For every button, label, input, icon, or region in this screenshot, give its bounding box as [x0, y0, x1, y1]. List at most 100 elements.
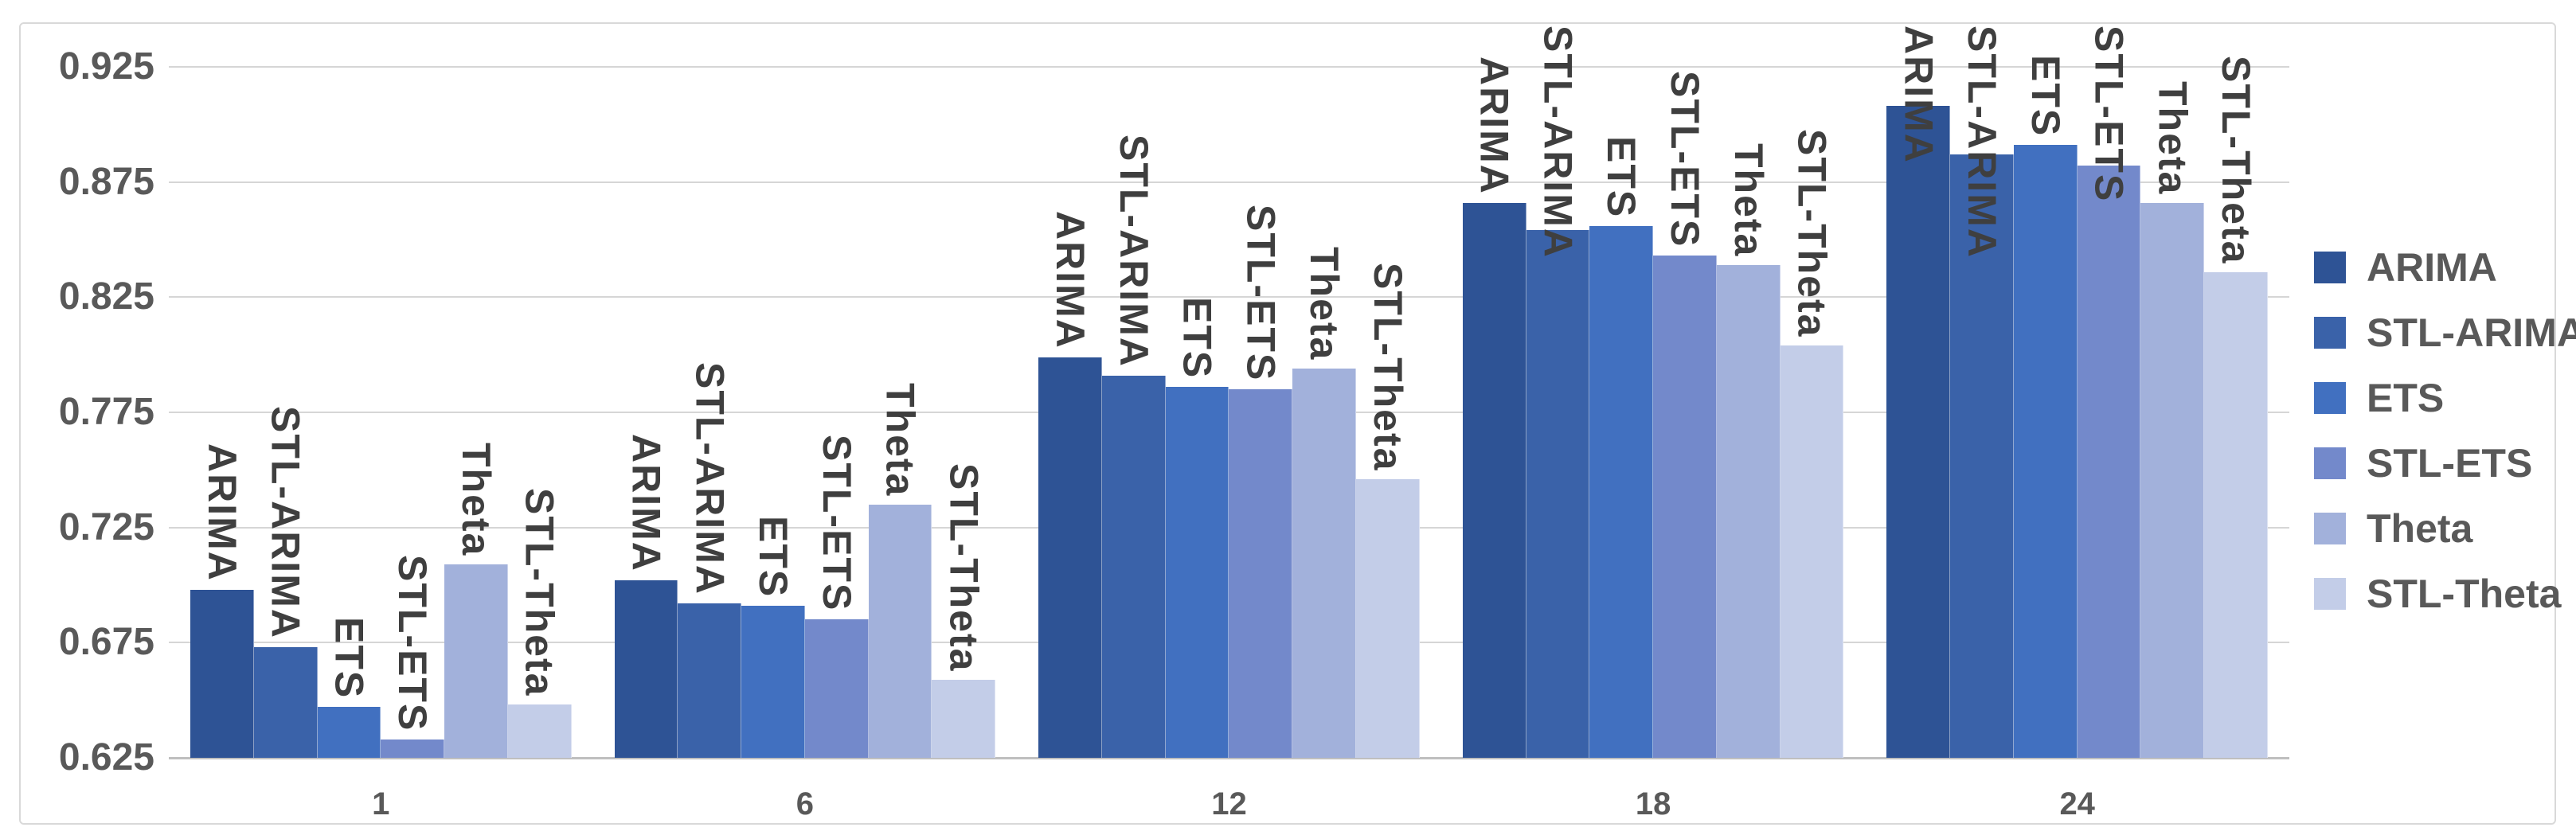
bar-label-stl-ets-h12: STL-ETS [1238, 205, 1284, 382]
bar-stl-theta-h18 [1780, 345, 1844, 758]
bar-stl-theta-h6 [932, 679, 996, 758]
bar-label-theta-h6: Theta [878, 382, 923, 498]
bar-label-stl-theta-h1: STL-Theta [517, 488, 562, 697]
bar-theta-h6 [868, 504, 932, 758]
bar-label-arima-h12: ARIMA [1048, 210, 1093, 349]
bar-stl-arima-h18 [1526, 230, 1590, 758]
bar-arima-h1 [190, 589, 254, 758]
bar-label-arima-h18: ARIMA [1472, 56, 1517, 195]
chart-frame: ARIMA STL-ARIMA ETS STL-ETS Theta STL-Theta AR… [19, 22, 2576, 825]
bar-stl-ets-h12 [1229, 389, 1293, 758]
legend-label-theta: Theta [2367, 506, 2473, 551]
bar-label-theta-h18: Theta [1726, 142, 1771, 258]
bar-label-ets-h6: ETS [751, 516, 796, 599]
bar-stl-arima-h6 [678, 603, 742, 758]
x-tick-label-6: 6 [795, 786, 815, 821]
bar-label-stl-arima-h1: STL-ARIMA [263, 406, 308, 640]
legend-swatch-arima [2314, 252, 2346, 283]
bar-arima-h6 [614, 580, 678, 758]
legend-item-theta: Theta [2314, 509, 2576, 548]
bar-label-theta-h24: Theta [2150, 80, 2195, 196]
bar-stl-ets-h18 [1653, 256, 1717, 758]
x-tick-label-18: 18 [1635, 786, 1671, 821]
x-tick-label-1: 1 [372, 786, 390, 821]
y-tick-label-0.775: 0.775 [58, 391, 154, 433]
bar-label-stl-arima-h6: STL-ARIMA [687, 362, 733, 596]
bar-label-theta-h1: Theta [453, 442, 498, 557]
x-axis-line [169, 757, 2289, 759]
legend-label-ets: ETS [2367, 376, 2445, 420]
bar-label-theta-h12: Theta [1302, 247, 1347, 361]
y-tick-label-0.925: 0.925 [58, 45, 154, 88]
bar-theta-h24 [2140, 202, 2205, 758]
bar-label-ets-h1: ETS [326, 617, 372, 700]
bar-ets-h12 [1165, 387, 1229, 758]
legend-item-stl-ets: STL-ETS [2314, 443, 2576, 483]
legend-swatch-ets [2314, 382, 2346, 414]
bar-label-arima-h1: ARIMA [199, 443, 244, 582]
bar-ets-h18 [1589, 225, 1654, 758]
bar-arima-h18 [1462, 202, 1526, 758]
y-tick-label-0.825: 0.825 [58, 275, 154, 318]
legend-swatch-theta [2314, 513, 2346, 544]
legend-label-stl-theta: STL-Theta [2367, 572, 2562, 616]
bar-label-arima-h24: ARIMA [1896, 25, 1941, 164]
bar-stl-theta-h24 [2204, 271, 2268, 758]
legend-item-arima: ARIMA [2314, 248, 2576, 287]
bar-theta-h12 [1292, 369, 1357, 758]
gridline-0.925 [169, 66, 2289, 68]
legend-swatch-stl-arima [2314, 317, 2346, 349]
y-tick-label-0.875: 0.875 [58, 160, 154, 203]
bar-stl-arima-h1 [253, 647, 318, 758]
bar-label-stl-arima-h24: STL-ARIMA [1960, 25, 2005, 259]
bar-label-stl-ets-h1: STL-ETS [390, 554, 436, 732]
bar-group-12 [1017, 67, 1441, 758]
bar-label-stl-theta-h6: STL-Theta [941, 462, 987, 673]
legend-label-stl-arima: STL-ARIMA [2367, 310, 2576, 355]
bar-group-24 [1865, 67, 2289, 758]
bar-stl-arima-h12 [1101, 375, 1166, 758]
bar-stl-ets-h1 [381, 739, 445, 758]
y-tick-label-0.725: 0.725 [58, 505, 154, 548]
bar-stl-arima-h24 [1950, 154, 2014, 758]
bar-arima-h12 [1038, 357, 1102, 758]
x-tick-label-24: 24 [2059, 786, 2095, 821]
bar-label-ets-h12: ETS [1175, 297, 1220, 380]
bar-label-ets-h24: ETS [2023, 55, 2068, 138]
bar-ets-h1 [317, 707, 381, 758]
bar-label-stl-arima-h12: STL-ARIMA [1111, 134, 1156, 368]
legend-item-stl-arima: STL-ARIMA [2314, 313, 2576, 353]
legend-item-stl-theta: STL-Theta [2314, 574, 2576, 614]
legend: ARIMA STL-ARIMA ETS STL-ETS Theta STL-Theta [2314, 248, 2576, 643]
plot-area: ARIMA STL-ARIMA ETS STL-ETS Theta STL-Theta AR… [169, 25, 2289, 759]
bar-label-stl-ets-h18: STL-ETS [1662, 71, 1707, 248]
legend-swatch-stl-theta [2314, 578, 2346, 610]
bar-label-stl-theta-h12: STL-Theta [1365, 262, 1410, 472]
y-tick-label-0.625: 0.625 [58, 736, 154, 779]
bar-ets-h6 [741, 606, 805, 758]
bar-stl-ets-h24 [2077, 166, 2141, 758]
bar-arima-h24 [1886, 106, 1951, 758]
legend-label-arima: ARIMA [2367, 245, 2497, 290]
legend-item-ets: ETS [2314, 378, 2576, 418]
bar-group-6 [593, 67, 1018, 758]
legend-swatch-stl-ets [2314, 447, 2346, 479]
bar-ets-h24 [2013, 145, 2078, 758]
x-tick-label-12: 12 [1211, 786, 1247, 821]
gridline-0.825 [169, 296, 2289, 299]
bar-label-stl-theta-h24: STL-Theta [2214, 55, 2259, 264]
bar-label-stl-ets-h24: STL-ETS [2086, 25, 2132, 203]
gridline-0.875 [169, 181, 2289, 183]
legend-label-stl-ets: STL-ETS [2367, 441, 2533, 486]
bar-theta-h1 [444, 564, 508, 758]
bar-stl-ets-h6 [804, 619, 869, 758]
bar-label-arima-h6: ARIMA [623, 434, 669, 573]
bar-label-ets-h18: ETS [1599, 135, 1644, 218]
bar-label-stl-ets-h6: STL-ETS [814, 435, 859, 612]
bar-label-stl-theta-h18: STL-Theta [1789, 129, 1835, 338]
bar-group-18 [1441, 67, 1866, 758]
bar-stl-theta-h12 [1356, 478, 1420, 758]
y-tick-label-0.675: 0.675 [58, 621, 154, 664]
bar-label-stl-arima-h18: STL-ARIMA [1535, 25, 1581, 259]
